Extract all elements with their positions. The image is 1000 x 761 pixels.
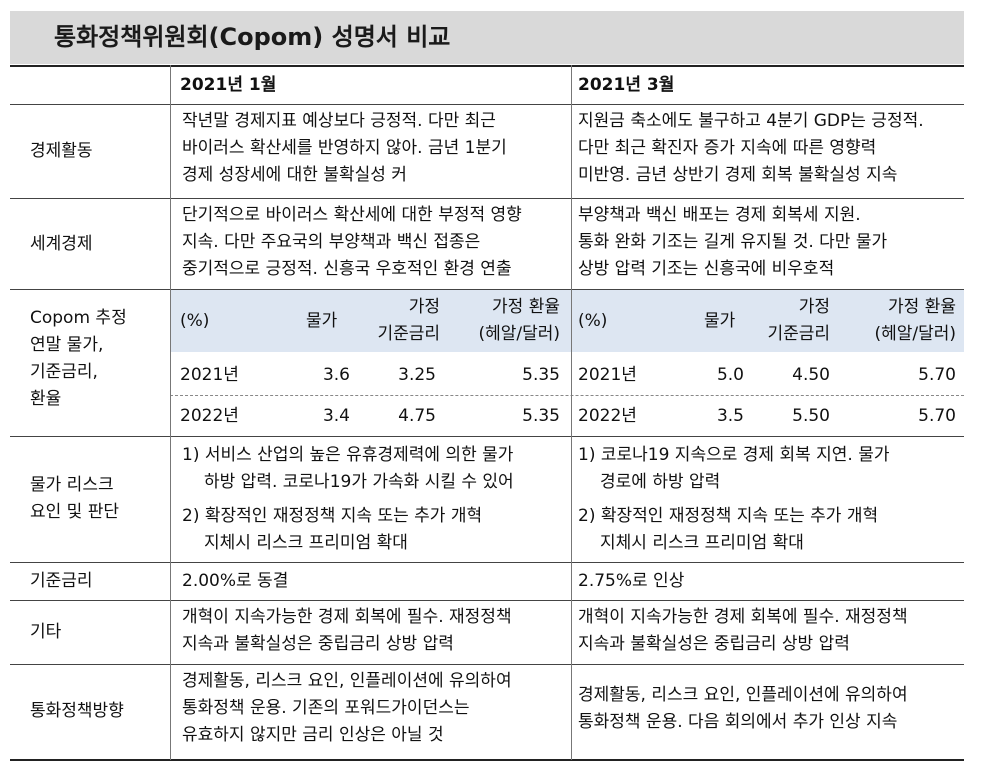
label-line: 기준금리, <box>30 362 98 382</box>
text-line: 상방 압력 기조는 신흥국에 비우호적 <box>578 259 835 279</box>
row-divider <box>10 759 964 761</box>
label-line: 요인 및 판단 <box>30 502 120 522</box>
row-divider <box>10 104 964 105</box>
year-cell: 2022년 <box>578 406 637 426</box>
text-line: 단기적으로 바이러스 확산세에 대한 부정적 영향 <box>182 205 522 225</box>
forecast-header-band <box>171 290 571 352</box>
column-header-jan: 2021년 1월 <box>180 75 277 95</box>
text-line: 유효하지 않지만 금리 인상은 아닐 것 <box>182 725 444 745</box>
row-divider <box>10 289 964 290</box>
price-header: 물가 <box>704 311 736 331</box>
label-line: 연말 물가, <box>30 335 104 355</box>
row-divider <box>10 600 964 601</box>
year-cell: 2022년 <box>180 406 239 426</box>
column-divider <box>571 65 572 760</box>
base-rate-mar: 2.75%로 인상 <box>578 571 685 591</box>
rate-header: 기준금리 <box>767 324 830 344</box>
text-line: 1) 코로나19 지속으로 경제 회복 지연. 물가 <box>578 445 890 465</box>
rate-header: 가정 <box>798 297 830 317</box>
rate-header: 가정 <box>408 297 440 317</box>
text-line: 하방 압력. 코로나19가 가속화 시킬 수 있어 <box>204 472 514 492</box>
row-label-world: 세계경제 <box>30 234 93 254</box>
fx-header: (헤알/달러) <box>874 324 956 344</box>
text-line: 2) 확장적인 재정정책 지속 또는 추가 개혁 <box>578 506 879 526</box>
text-line: 통화정책 운용. 다음 회의에서 추가 인상 지속 <box>578 712 898 732</box>
unit-label: (%) <box>180 311 210 331</box>
text-line: 부양책과 백신 배포는 경제 회복세 지원. <box>578 205 861 225</box>
fx-header: 가정 환율 <box>492 297 560 317</box>
fx-value: 5.35 <box>522 406 560 426</box>
text-line: 다만 최근 확진자 증가 지속에 따른 영향력 <box>578 138 877 158</box>
price-value: 3.6 <box>322 365 350 385</box>
unit-label: (%) <box>578 311 608 331</box>
fx-header: 가정 환율 <box>888 297 956 317</box>
text-line: 경제활동, 리스크 요인, 인플레이션에 유의하여 <box>578 685 908 705</box>
text-line: 지속과 불확실성은 중립금리 상방 압력 <box>578 634 850 654</box>
base-rate-jan: 2.00%로 동결 <box>182 571 289 591</box>
column-header-mar: 2021년 3월 <box>578 75 675 95</box>
row-label-economy: 경제활동 <box>30 141 93 161</box>
text-line: 개혁이 지속가능한 경제 회복에 필수. 재정정책 <box>182 607 512 627</box>
label-line: Copom 추정 <box>30 308 127 328</box>
text-line: 작년말 경제지표 예상보다 긍정적. 다만 최근 <box>182 111 496 131</box>
row-label-policy: 통화정책방향 <box>30 701 124 721</box>
row-label-etc: 기타 <box>30 622 62 642</box>
fx-value: 5.35 <box>522 365 560 385</box>
column-divider <box>170 65 171 760</box>
text-line: 지속. 다만 주요국의 부양책과 백신 접종은 <box>182 232 481 252</box>
row-divider <box>10 562 964 563</box>
text-line: 통화정책 운용. 기존의 포워드가이던스는 <box>182 698 470 718</box>
text-line: 경제활동, 리스크 요인, 인플레이션에 유의하여 <box>182 671 512 691</box>
table-title: 통화정책위원회(Copom) 성명서 비교 <box>10 11 964 64</box>
row-divider <box>10 65 964 67</box>
rate-value: 5.50 <box>792 406 830 426</box>
text-line: 2) 확장적인 재정정책 지속 또는 추가 개혁 <box>182 506 483 526</box>
year-cell: 2021년 <box>180 365 239 385</box>
text-line: 개혁이 지속가능한 경제 회복에 필수. 재정정책 <box>578 607 908 627</box>
text-line: 경제 성장세에 대한 불확실성 커 <box>182 165 407 185</box>
text-line: 지체시 리스크 프리미엄 확대 <box>204 533 408 553</box>
year-cell: 2021년 <box>578 365 637 385</box>
forecast-header-band <box>572 290 964 352</box>
row-divider <box>10 664 964 665</box>
label-line: 환율 <box>30 389 62 409</box>
row-divider <box>10 436 964 437</box>
text-line: 1) 서비스 산업의 높은 유휴경제력에 의한 물가 <box>182 445 514 465</box>
fx-value: 5.70 <box>918 365 956 385</box>
rate-value: 3.25 <box>398 365 436 385</box>
text-line: 통화 완화 기조는 길게 유지될 것. 다만 물가 <box>578 232 888 252</box>
row-label-base-rate: 기준금리 <box>30 571 93 591</box>
fx-value: 5.70 <box>918 406 956 426</box>
text-line: 경로에 하방 압력 <box>600 472 721 492</box>
row-divider <box>10 198 964 199</box>
price-value: 3.4 <box>322 406 350 426</box>
label-line: 물가 리스크 <box>30 475 114 495</box>
price-value: 3.5 <box>716 406 744 426</box>
text-line: 중기적으로 긍정적. 신흥국 우호적인 환경 연출 <box>182 259 512 279</box>
price-header: 물가 <box>306 311 338 331</box>
text-line: 지체시 리스크 프리미엄 확대 <box>600 533 804 553</box>
rate-value: 4.75 <box>398 406 436 426</box>
rate-value: 4.50 <box>792 365 830 385</box>
fx-header: (헤알/달러) <box>478 324 560 344</box>
price-value: 5.0 <box>716 365 744 385</box>
rate-header: 기준금리 <box>377 324 440 344</box>
text-line: 바이러스 확산세를 반영하지 않아. 금년 1분기 <box>182 138 507 158</box>
text-line: 지원금 축소에도 불구하고 4분기 GDP는 긍정적. <box>578 111 924 131</box>
row-divider <box>170 395 964 396</box>
text-line: 지속과 불확실성은 중립금리 상방 압력 <box>182 634 454 654</box>
text-line: 미반영. 금년 상반기 경제 회복 불확실성 지속 <box>578 165 898 185</box>
